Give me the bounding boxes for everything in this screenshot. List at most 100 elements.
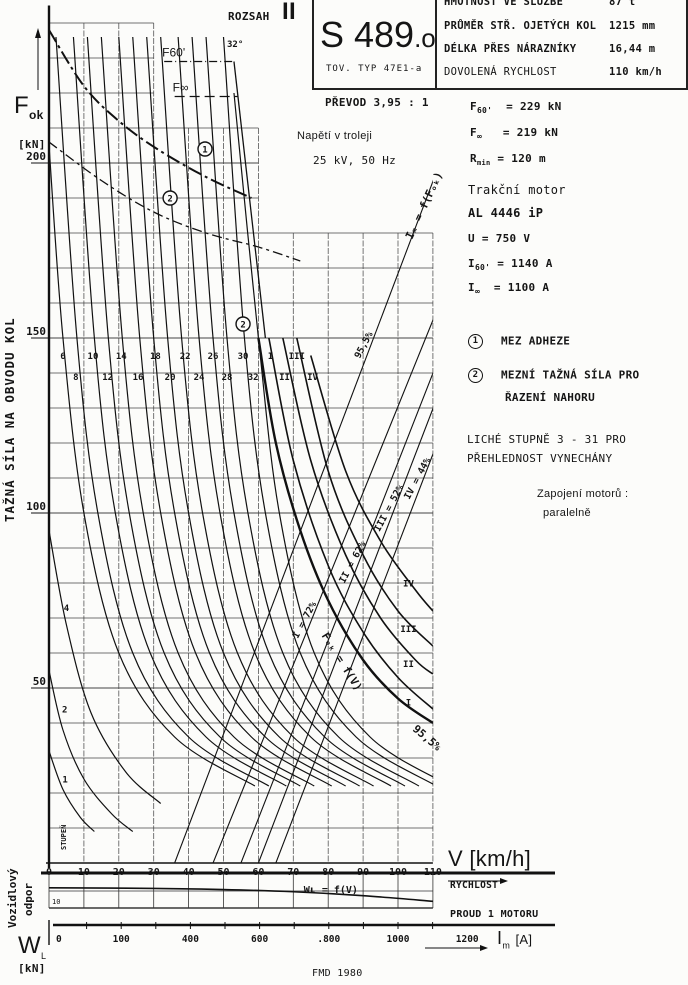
field-weakening-label: III [289, 352, 305, 362]
field-weakening-curve-II [282, 337, 433, 675]
step-curve-14 [100, 36, 315, 787]
current-tick-label: 1200 [456, 934, 479, 945]
note-line-1: LICHÉ STUPNĚ 3 - 31 PRO [467, 433, 627, 446]
legend-text: MEZ ADHEZE [501, 334, 571, 348]
gear-ratio: PŘEVOD 3,95 : 1 [325, 96, 429, 109]
step-axis-label: STUPEŇ [59, 825, 68, 850]
step-curve-12 [86, 36, 301, 787]
y-tick-label: 150 [26, 325, 46, 338]
current-line-label: 95,5% [353, 330, 376, 361]
step-curve-28 [205, 36, 420, 787]
upshift-limit-curve [49, 141, 301, 262]
arrow-head-icon [480, 945, 488, 951]
step-label: 32 [248, 373, 259, 383]
arrow-head-icon [500, 878, 508, 884]
range-value: II [282, 0, 296, 25]
marker-2-icon: 2 [468, 368, 483, 383]
current-tick-label: 400 [182, 934, 199, 945]
wl-symbol: WL [18, 932, 46, 961]
step-32-limit-line [233, 61, 267, 339]
step-curve-30 [222, 36, 433, 785]
spec-label: DÉLKA PŘES NÁRAZNÍKY [444, 43, 577, 55]
field-weakening-label: I [268, 352, 273, 362]
param-symbol: R [470, 152, 477, 165]
param-symbol: F [470, 100, 477, 113]
step-curve-24 [177, 36, 392, 787]
current-tick-label: 1000 [387, 934, 410, 945]
current-line [275, 452, 433, 863]
spec-value: 16,44 m [609, 43, 656, 55]
step-curve-2 [49, 670, 134, 832]
upshift-marker-icon [235, 316, 251, 332]
step-curve-16 [118, 36, 333, 787]
field-weakening-end-label: I [406, 699, 411, 709]
legend-adhesion: 1 MEZ ADHEZE [468, 334, 570, 349]
field-weakening-curve-III [296, 337, 433, 647]
legend-upshift-2: ŘAZENÍ NAHORU [505, 391, 595, 404]
spec-value: 110 km/h [609, 66, 662, 78]
model-number: S 489 [320, 14, 415, 55]
step-curve-22 [160, 36, 374, 787]
step-label: 1 [62, 776, 67, 786]
upshift-marker-icon [162, 190, 178, 206]
current-line-label: I = 72% [291, 600, 320, 641]
current-arrow-label: PROUD 1 MOTORU [450, 909, 539, 920]
param-symbol: F [470, 126, 477, 139]
param-value: = 1100 A [493, 281, 550, 294]
current-line [212, 318, 433, 863]
motor-iinf: I∞ = 1100 A [468, 281, 549, 296]
adhesion-marker-icon [197, 141, 213, 157]
param-value: = 229 kN [506, 100, 562, 113]
current-symbol: I [497, 928, 503, 948]
y-symbol-sub: ok [28, 107, 44, 122]
param-sub: ∞ [476, 132, 483, 142]
plot-area [49, 29, 433, 863]
step-label: 10 [88, 352, 99, 362]
y-tick-label: 50 [33, 675, 46, 688]
model-designation: S 489.o [320, 14, 436, 56]
adhesion-marker-icon-text: 1 [202, 146, 207, 156]
param-sub: ∞ [474, 287, 481, 297]
x-axis-title: V [km/h] [448, 846, 532, 871]
supply-line-2: 25 kV, 50 Hz [313, 154, 397, 167]
arrow-head-icon [35, 28, 41, 38]
field-weakening-curve-I [268, 337, 433, 710]
step-label: 20 [165, 373, 176, 383]
param-symbol: I [468, 257, 475, 270]
step-label: 22 [180, 352, 191, 362]
spec-label: PRŮMĚR STŘ. OJETÝCH KOL [444, 20, 597, 32]
step-curve-1 [49, 750, 95, 832]
factory-type: TOV. TYP 47E1-a [326, 64, 423, 74]
step-label: 28 [222, 373, 233, 383]
legend-upshift: 2 MEZNÍ TAŽNÁ SÍLA PRO [468, 368, 639, 383]
step-curve-4 [49, 530, 162, 804]
upshift-marker-icon-text: 2 [240, 321, 245, 331]
field-weakening-label: II [279, 373, 290, 383]
adhesion-limit-curve [49, 29, 252, 199]
motor-type: AL 4446 iP [468, 206, 544, 220]
credit: FMD 1980 [312, 968, 363, 979]
step-curve-18 [132, 36, 346, 787]
param-sub: min [476, 159, 491, 168]
legend-text: MEZNÍ TAŽNÁ SÍLA PRO [501, 368, 640, 382]
y-axis-unit: [kN] [18, 138, 46, 151]
y-tick-label: 200 [26, 150, 46, 163]
motor-connection-1: Zapojení motorů : [537, 488, 629, 500]
step-label: 18 [150, 352, 161, 362]
step-label: 26 [208, 352, 219, 362]
step-label: 16 [133, 373, 144, 383]
field-weakening-end-label: IV [403, 580, 414, 590]
step-label: 6 [60, 352, 65, 362]
f60-line-label: F60' [162, 46, 185, 60]
y-axis-symbol: Fok [14, 92, 44, 122]
step-label: 30 [238, 352, 249, 362]
step-32-marker: 32° [227, 40, 243, 50]
speed-arrow-label: RYCHLOST [450, 880, 499, 891]
param-sub: 60' [476, 106, 493, 116]
range-label: ROZSAH [228, 10, 270, 23]
wl-unit: [kN] [18, 962, 46, 975]
divider [435, 0, 437, 88]
current-line [257, 407, 433, 863]
param-finf: F∞ = 219 kN [470, 126, 558, 141]
